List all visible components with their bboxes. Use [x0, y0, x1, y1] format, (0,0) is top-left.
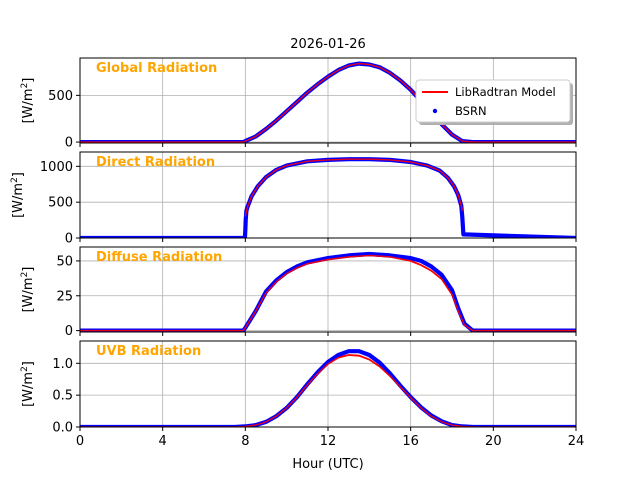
- panel-4: 0.0 0.5 1.0 0 4 8 12 16 20 24 UVB Radiation [W/m2]: [20, 340, 585, 449]
- y-tick-label: 0: [65, 324, 73, 339]
- y-tick-label: 0.0: [52, 421, 73, 436]
- x-tick-label: 8: [241, 434, 249, 449]
- y-tick-label: 1.0: [52, 357, 73, 372]
- panel-label: Direct Radiation: [96, 155, 215, 170]
- x-tick-label: 20: [485, 434, 502, 449]
- y-axis-label: [W/m2]: [10, 172, 26, 218]
- legend-label: LibRadtran Model: [455, 85, 556, 99]
- y-tick-label: 25: [56, 289, 73, 304]
- x-tick-label: 12: [320, 434, 337, 449]
- y-axis-label: [W/m2]: [20, 361, 36, 407]
- figure-title: 2026-01-26: [290, 37, 366, 52]
- x-tick-label: 4: [159, 434, 167, 449]
- series-line-model-overlay: [244, 158, 463, 217]
- y-tick-label: 0: [65, 232, 73, 247]
- legend: LibRadtran Model BSRN: [415, 79, 573, 125]
- series-line-model-overlay: [80, 354, 576, 427]
- x-tick-label: 24: [568, 434, 585, 449]
- panel-label: Diffuse Radiation: [96, 250, 222, 265]
- legend-box: [415, 79, 571, 123]
- series-line-model-overlay: [80, 254, 576, 332]
- y-tick-label: 500: [48, 89, 73, 104]
- panel-2: 0 500 1000 Direct Radiation [W/m2]: [10, 151, 577, 247]
- y-tick-label: 500: [48, 196, 73, 211]
- y-tick-label: 0: [65, 136, 73, 151]
- panel-label: UVB Radiation: [96, 344, 201, 359]
- legend-label: BSRN: [455, 104, 487, 118]
- y-tick-label: 0.5: [52, 389, 73, 404]
- y-axis-label: [W/m2]: [20, 267, 36, 313]
- y-tick-label: 50: [56, 254, 73, 269]
- x-tick-label: 0: [76, 434, 84, 449]
- legend-swatch-dot: [432, 108, 438, 114]
- x-axis-label: Hour (UTC): [292, 457, 363, 472]
- y-axis-label: [W/m2]: [20, 78, 36, 124]
- x-tick-label: 16: [402, 434, 419, 449]
- panel-label: Global Radiation: [96, 61, 217, 76]
- y-tick-label: 1000: [40, 160, 73, 175]
- panel-3: 0 25 50 Diffuse Radiation [W/m2]: [20, 246, 577, 339]
